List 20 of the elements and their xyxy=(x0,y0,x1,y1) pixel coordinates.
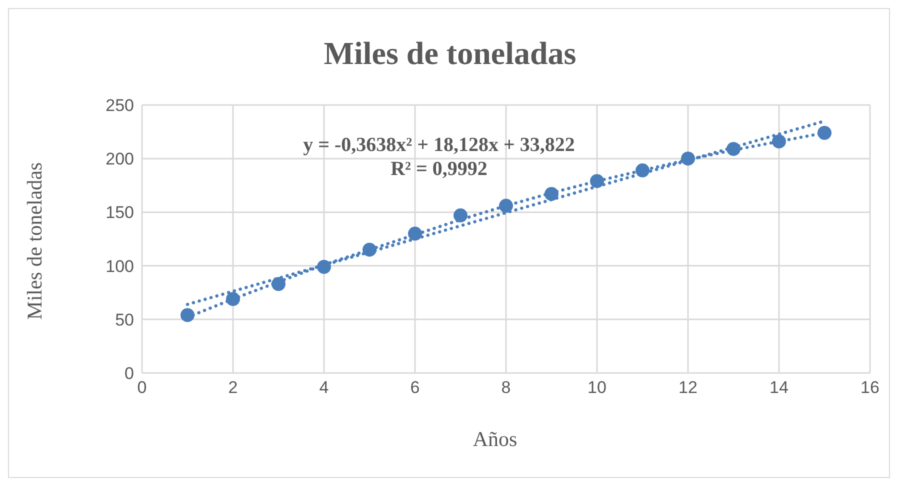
annotation: y = -0,3638x² + 18,128x + 33,822 xyxy=(302,134,576,157)
x-tick-label: 0 xyxy=(137,378,147,398)
y-tick-label: 150 xyxy=(106,203,134,222)
y-tick-label: 50 xyxy=(115,310,134,330)
x-tick-label: 2 xyxy=(228,378,238,398)
x-axis-title: Años xyxy=(472,427,518,452)
x-tick-label: 12 xyxy=(678,378,698,398)
y-tick-label: 0 xyxy=(124,364,134,384)
chart-title: Miles de toneladas xyxy=(322,35,578,72)
y-tick-label: 100 xyxy=(106,256,134,276)
annotation: R² = 0,9992 xyxy=(390,158,488,181)
y-axis-title: Miles de toneladas xyxy=(22,162,48,320)
x-tick-label: 8 xyxy=(501,378,511,398)
x-tick-label: 4 xyxy=(319,378,329,398)
y-tick-label: 250 xyxy=(106,96,134,116)
x-tick-label: 6 xyxy=(410,378,420,398)
x-tick-label: 16 xyxy=(860,378,880,398)
y-tick-label: 200 xyxy=(106,150,134,169)
x-tick-label: 10 xyxy=(588,378,606,398)
x-tick-label: 14 xyxy=(770,378,788,398)
